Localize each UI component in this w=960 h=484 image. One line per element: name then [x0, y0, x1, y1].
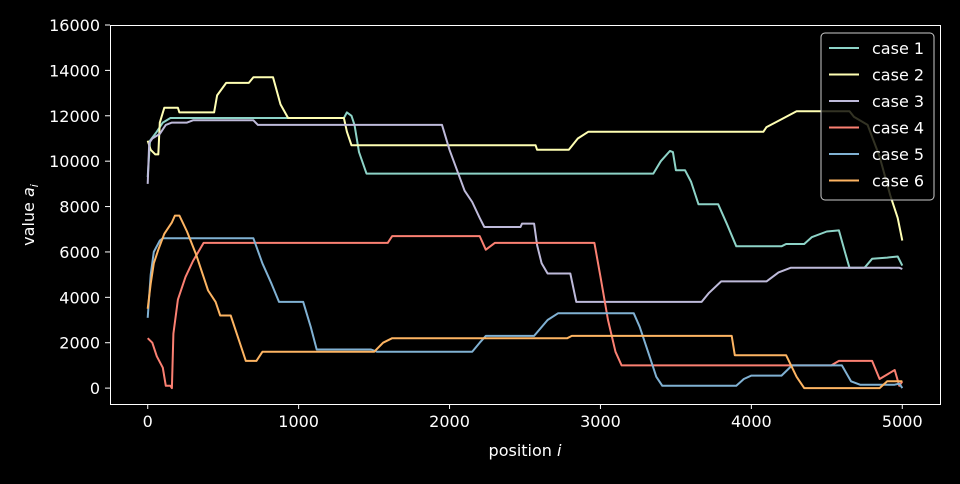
legend: case 1 case 2 case 3 case 4 case 5 case 6	[820, 32, 935, 201]
y-axis: 0 2000 4000 6000 8000 10000 12000 14000 16000	[49, 16, 110, 398]
x-tick-label: 3000	[580, 412, 621, 431]
series-line-case-3	[146, 119, 903, 303]
x-axis: 0 1000 2000 3000 4000 5000	[143, 404, 923, 431]
y-tick-label: 12000	[49, 107, 100, 126]
x-axis-label-text: position	[489, 441, 552, 460]
y-tick-label: 0	[90, 379, 100, 398]
x-tick-label: 5000	[882, 412, 923, 431]
legend-label-case-5: case 5	[872, 145, 924, 164]
y-tick-label: 4000	[59, 288, 100, 307]
series-line-case-5	[146, 237, 904, 389]
legend-label-case-3: case 3	[872, 92, 924, 111]
series-line-case-4	[147, 235, 904, 390]
legend-label-case-2: case 2	[872, 66, 924, 85]
y-axis-label: value ai	[19, 184, 41, 246]
x-axis-label: position i	[489, 441, 562, 460]
y-tick-label: 6000	[59, 243, 100, 262]
series-lines	[146, 76, 904, 390]
x-tick-label: 1000	[278, 412, 319, 431]
plot-frame	[110, 25, 941, 405]
legend-label-case-1: case 1	[872, 39, 924, 58]
x-axis-label-variable: i	[557, 441, 562, 460]
x-tick-label: 2000	[429, 412, 470, 431]
y-axis-label-text: value	[19, 202, 38, 246]
legend-label-case-4: case 4	[872, 119, 924, 138]
y-tick-label: 8000	[59, 198, 100, 217]
y-tick-label: 16000	[49, 16, 100, 35]
legend-label-case-6: case 6	[872, 172, 924, 191]
x-tick-label: 0	[143, 412, 153, 431]
series-line-case-2	[146, 76, 904, 241]
y-axis-label-variable: a	[19, 187, 38, 197]
y-tick-label: 10000	[49, 152, 100, 171]
series-line-case-1	[146, 111, 904, 269]
x-tick-label: 4000	[731, 412, 772, 431]
y-tick-label: 2000	[59, 334, 100, 353]
series-line-case-6	[146, 214, 903, 390]
y-tick-label: 14000	[49, 61, 100, 80]
y-axis-label-subscript: i	[28, 184, 41, 187]
